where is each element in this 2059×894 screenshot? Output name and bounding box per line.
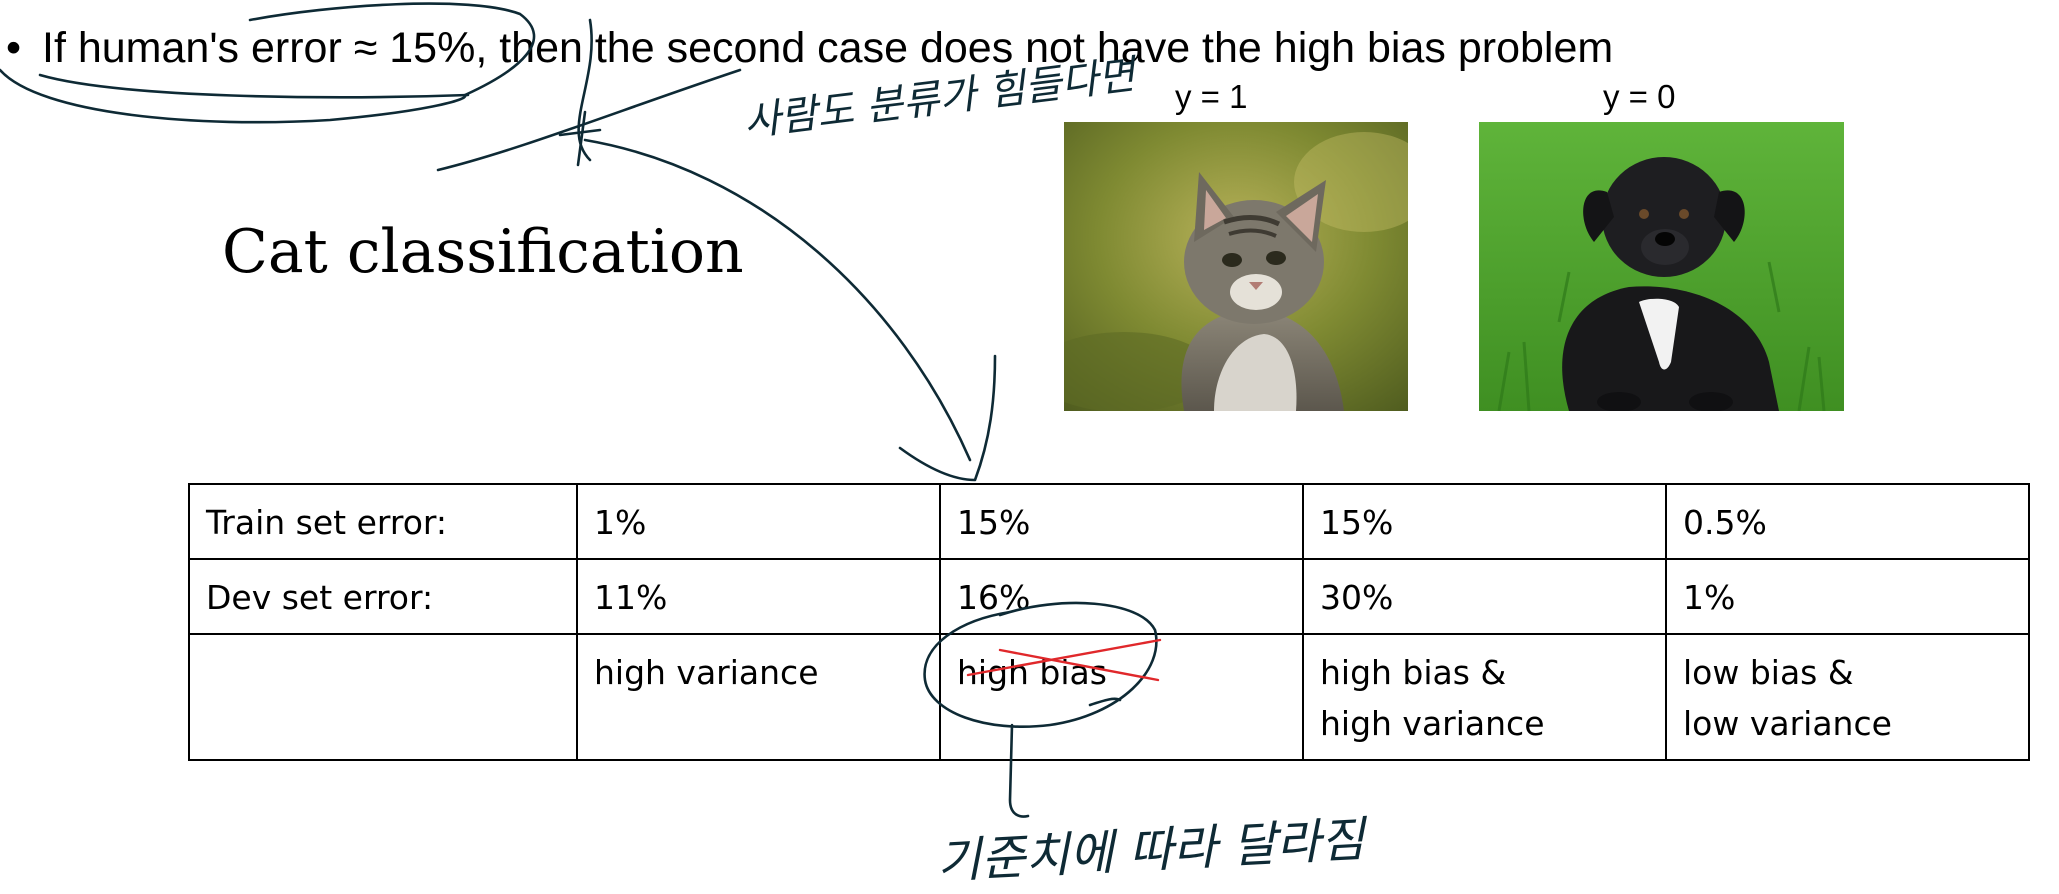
cell-dev-label: Dev set error: (188, 558, 578, 635)
cell-train-1: 1% (576, 483, 941, 560)
cell-dev-3: 30% (1302, 558, 1667, 635)
cell-diag-4: low bias & low variance (1665, 633, 2030, 761)
ink-arrow-line (583, 138, 972, 462)
cat-photo (1064, 122, 1408, 411)
ink-cross (558, 110, 602, 167)
ink-tail-top (436, 68, 742, 172)
cat-label: y = 1 (1175, 78, 1248, 115)
cell-diag-1: high variance (576, 633, 941, 761)
cell-dev-4: 1% (1665, 558, 2030, 635)
cell-train-3: 15% (1302, 483, 1667, 560)
cell-train-4: 0.5% (1665, 483, 2030, 560)
dog-photo (1479, 122, 1844, 411)
ink-underline-top (38, 73, 470, 99)
bullet-dot: • (6, 24, 22, 72)
cell-train-2: 15% (939, 483, 1304, 560)
cell-dev-1: 11% (576, 558, 941, 635)
ink-arrow-head (898, 354, 997, 482)
bullet-line: • If human's error ≈ 15%, then the second… (6, 22, 1613, 74)
cell-diag-label (188, 633, 578, 761)
table-row-dev: Dev set error: 11% 16% 30% 1% (188, 558, 2030, 635)
handwritten-bottom-note: 기준치에 따라 달라짐 (935, 811, 1366, 890)
error-table: Train set error: 1% 15% 15% 0.5% Dev set… (188, 483, 2030, 761)
table-row-diagnosis: high variance high bias high bias & high… (188, 633, 2030, 761)
dog-label: y = 0 (1603, 78, 1676, 115)
bullet-text: If human's error ≈ 15%, then the second … (42, 24, 1614, 72)
cell-dev-2: 16% (939, 558, 1304, 635)
cell-train-label: Train set error: (188, 483, 578, 560)
cell-diag-2: high bias (939, 633, 1304, 761)
cell-diag-3: high bias & high variance (1302, 633, 1667, 761)
table-row-train: Train set error: 1% 15% 15% 0.5% (188, 483, 2030, 560)
slide-heading: Cat classification (222, 217, 744, 287)
